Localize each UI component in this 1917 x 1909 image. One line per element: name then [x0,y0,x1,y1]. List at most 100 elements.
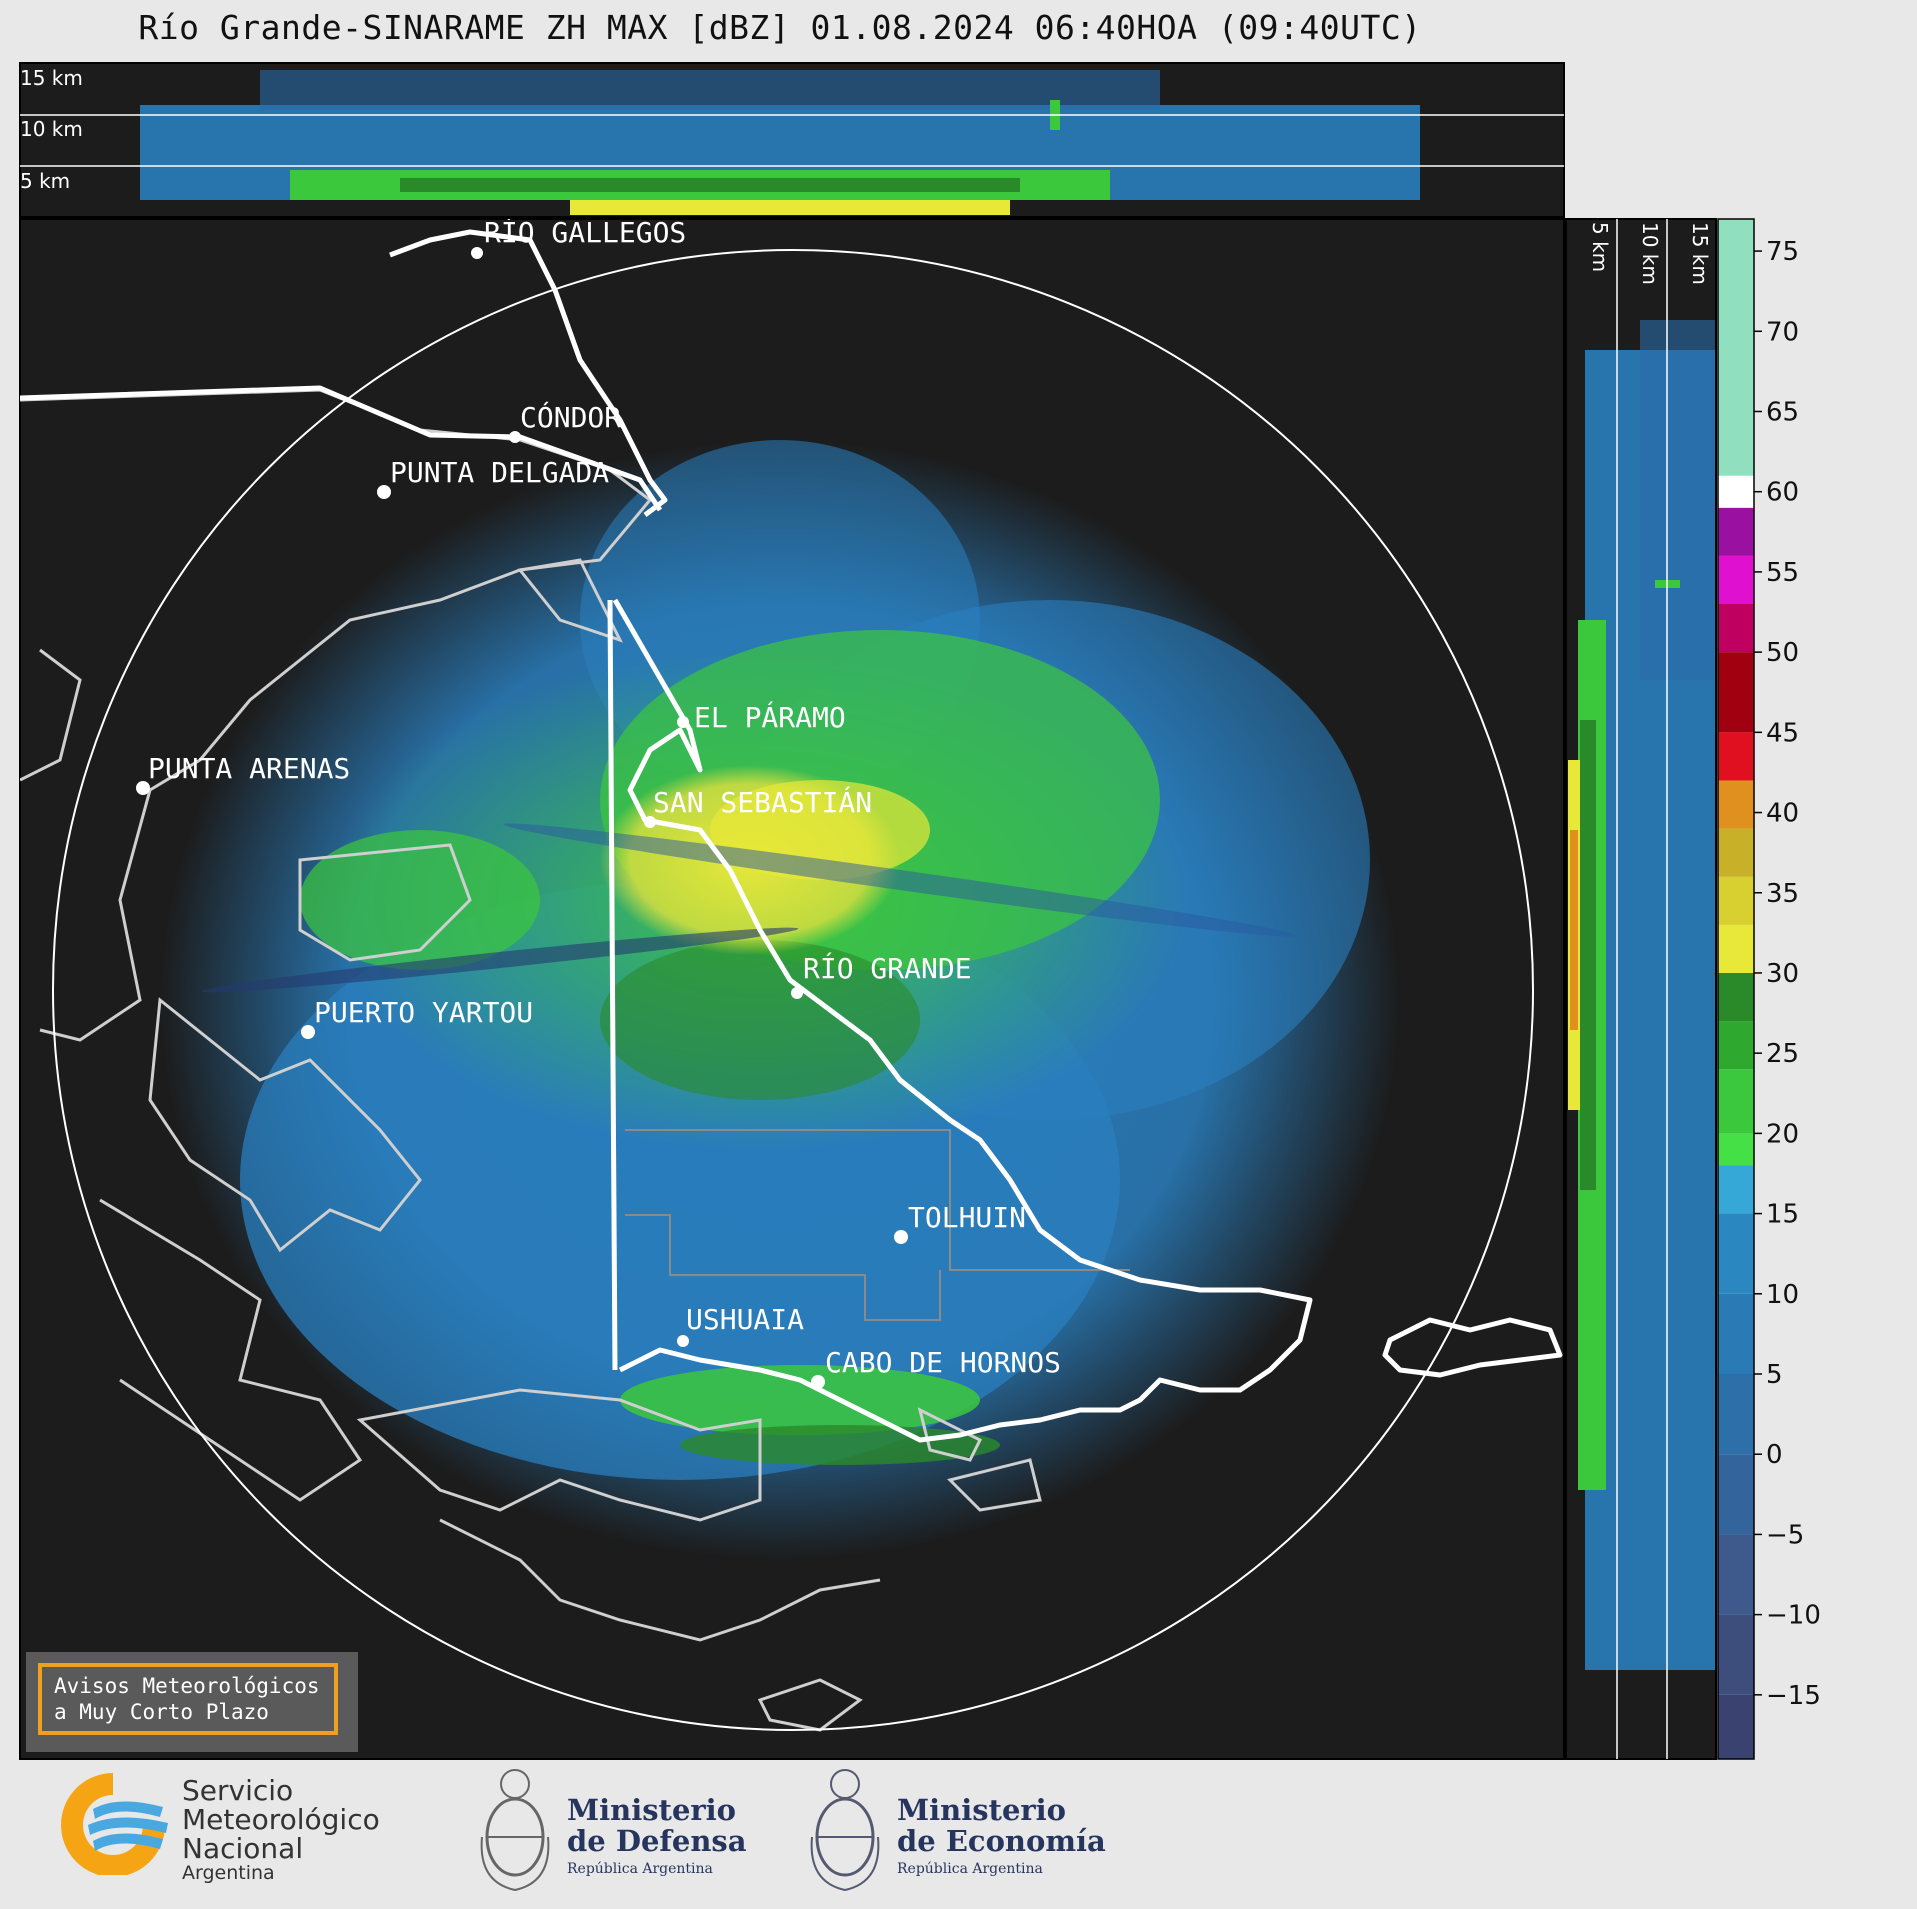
colorbar-segment [1718,475,1754,508]
colorbar-tick-label: 65 [1766,398,1799,428]
colorbar-segment [1718,732,1754,781]
side-height-label: 5 km [1588,222,1612,272]
city-labels: RÍO GALLEGOS CÓNDOR PUNTA DELGADA EL PÁR… [148,215,1061,1379]
city-marker [471,247,483,259]
reflectivity-echo [160,440,1400,1560]
colorbar-segment [1718,1694,1754,1759]
notice-line: a Muy Corto Plazo [54,1700,269,1724]
smn-logo-mark [61,1773,168,1877]
colorbar-tick-label: −15 [1766,1681,1821,1711]
colorbar-tick-label: −10 [1766,1601,1821,1631]
city-marker [377,485,391,499]
colorbar-tick-label: 35 [1766,879,1799,909]
colorbar-tick-label: 20 [1766,1119,1799,1149]
colorbar-tick-label: 5 [1766,1360,1783,1390]
side-height-label: 15 km [1688,222,1712,285]
city-markers [136,247,908,1389]
smn-line: Servicio [182,1774,294,1807]
colorbar-tick-label: 45 [1766,718,1799,748]
city-marker [811,1375,825,1389]
colorbar-tick-label: 30 [1766,959,1799,989]
top-cross-section: 15 km 10 km 5 km [19,62,1565,218]
city-label: TOLHUIN [908,1201,1026,1234]
coat-of-arms-icon [810,1769,880,1892]
smn-line: Nacional [182,1832,304,1865]
city-marker [677,1335,689,1347]
city-label: PUNTA ARENAS [148,752,350,785]
city-marker [791,987,803,999]
top-height-label: 15 km [20,66,83,90]
radar-map: RÍO GALLEGOS CÓNDOR PUNTA DELGADA EL PÁR… [19,215,1565,1760]
colorbar-segment [1718,1534,1754,1615]
colorbar-segment [1718,1213,1754,1294]
city-label: RÍO GALLEGOS [484,215,686,249]
colorbar-tick-label: 50 [1766,638,1799,668]
colorbar-segment [1718,972,1754,1022]
colorbar-segments [1718,219,1754,1759]
colorbar-segment [1718,604,1754,653]
smn-line: Argentina [182,1862,275,1884]
colorbar-tick-label: 75 [1766,237,1799,267]
city-marker [677,716,689,728]
colorbar-segment [1718,652,1754,733]
ministry-sub: República Argentina [567,1861,713,1877]
side-height-label: 10 km [1638,222,1662,285]
colorbar-segment [1718,1069,1754,1134]
coat-of-arms-icon [480,1769,550,1892]
international-borders [20,229,1563,1443]
smn-logo [48,1765,178,1877]
colorbar-tick-label: −5 [1766,1520,1804,1550]
radar-range-ring [52,249,1534,1731]
city-label: CÓNDOR [520,400,621,434]
notice-panel[interactable]: Avisos Meteorológicos a Muy Corto Plazo [38,1663,338,1735]
province-borders [625,1129,1130,1321]
city-marker [894,1230,908,1244]
city-label: EL PÁRAMO [694,700,846,734]
ministry-line: Ministerio [897,1793,1067,1827]
ministry-sub: República Argentina [897,1861,1043,1877]
city-marker [644,816,656,828]
coastlines [20,388,1042,1732]
colorbar-tick-label: 0 [1766,1440,1783,1470]
colorbar-tick-label: 25 [1766,1039,1799,1069]
colorbar-tick-label: 60 [1766,478,1799,508]
top-height-label: 10 km [20,117,83,141]
colorbar-segment [1718,1614,1754,1695]
ministry-line: de Economía [897,1824,1106,1858]
colorbar-segment [1718,1374,1754,1455]
city-label: CABO DE HORNOS [825,1346,1061,1379]
colorbar-tick-label: 40 [1766,799,1799,829]
top-height-label: 5 km [20,169,70,193]
city-marker [509,431,521,443]
defensa-emblem [470,1762,560,1897]
side-echo [1568,320,1715,1670]
top-echo [140,70,1420,215]
colorbar-segment [1718,1293,1754,1374]
smn-logo-text: Servicio Meteorológico Nacional Argentin… [182,1776,380,1883]
side-cross-section: 5 km 10 km 15 km [1565,218,1717,1760]
colorbar-segment [1718,876,1754,925]
ministry-line: de Defensa [567,1824,747,1858]
colorbar-segment [1718,1021,1754,1070]
colorbar-segment [1718,1133,1754,1166]
city-label: RÍO GRANDE [803,951,972,985]
economia-text: Ministerio de Economía República Argenti… [897,1793,1106,1878]
page-title: Río Grande-SINARAME ZH MAX [dBZ] 01.08.2… [138,8,1422,47]
colorbar-segment [1718,924,1754,973]
colorbar-tick-label: 55 [1766,558,1799,588]
colorbar-segment [1718,1165,1754,1214]
colorbar-segment [1718,507,1754,556]
city-label: USHUAIA [686,1303,804,1336]
colorbar-tick-label: 10 [1766,1280,1799,1310]
defensa-text: Ministerio de Defensa República Argentin… [567,1795,747,1878]
colorbar-segment [1718,828,1754,877]
colorbar-segment [1718,780,1754,829]
economia-emblem [800,1762,890,1897]
city-label: PUNTA DELGADA [390,456,609,489]
city-label: PUERTO YARTOU [314,996,533,1029]
city-marker [301,1025,315,1039]
smn-line: Meteorológico [182,1803,380,1836]
